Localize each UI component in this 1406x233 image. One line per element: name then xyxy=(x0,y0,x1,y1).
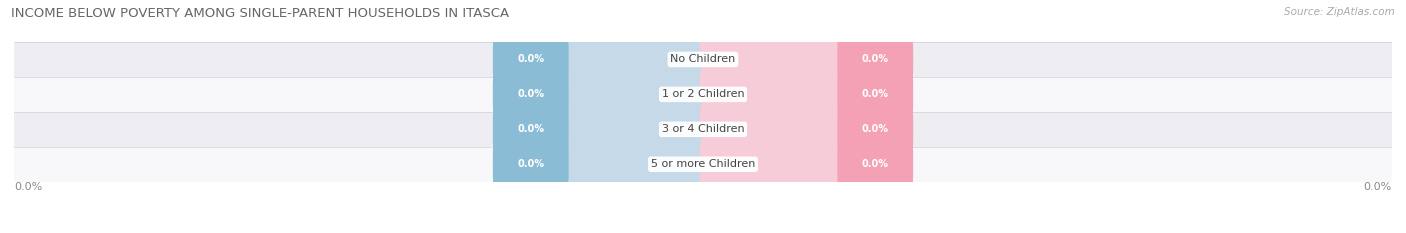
FancyBboxPatch shape xyxy=(700,103,912,156)
FancyBboxPatch shape xyxy=(494,138,706,191)
Text: 0.0%: 0.0% xyxy=(517,124,544,134)
FancyBboxPatch shape xyxy=(838,103,912,156)
Text: 3 or 4 Children: 3 or 4 Children xyxy=(662,124,744,134)
Text: 0.0%: 0.0% xyxy=(517,55,544,64)
FancyBboxPatch shape xyxy=(494,138,568,191)
FancyBboxPatch shape xyxy=(838,33,912,86)
FancyBboxPatch shape xyxy=(494,103,568,156)
Text: 0.0%: 0.0% xyxy=(862,55,889,64)
Text: 0.0%: 0.0% xyxy=(517,89,544,99)
FancyBboxPatch shape xyxy=(494,103,706,156)
Text: 0.0%: 0.0% xyxy=(862,124,889,134)
Text: 0.0%: 0.0% xyxy=(862,89,889,99)
Text: 0.0%: 0.0% xyxy=(1364,182,1392,192)
FancyBboxPatch shape xyxy=(700,33,912,86)
FancyBboxPatch shape xyxy=(838,68,912,121)
Bar xyxy=(14,147,1392,182)
FancyBboxPatch shape xyxy=(838,138,912,191)
FancyBboxPatch shape xyxy=(494,33,568,86)
FancyBboxPatch shape xyxy=(700,138,912,191)
Bar xyxy=(14,112,1392,147)
Text: Source: ZipAtlas.com: Source: ZipAtlas.com xyxy=(1284,7,1395,17)
Text: 5 or more Children: 5 or more Children xyxy=(651,159,755,169)
FancyBboxPatch shape xyxy=(494,33,706,86)
Bar xyxy=(14,42,1392,77)
Text: 0.0%: 0.0% xyxy=(517,159,544,169)
FancyBboxPatch shape xyxy=(494,68,568,121)
FancyBboxPatch shape xyxy=(700,68,912,121)
Text: 1 or 2 Children: 1 or 2 Children xyxy=(662,89,744,99)
Bar xyxy=(14,77,1392,112)
Text: No Children: No Children xyxy=(671,55,735,64)
FancyBboxPatch shape xyxy=(494,68,706,121)
Text: 0.0%: 0.0% xyxy=(862,159,889,169)
Text: 0.0%: 0.0% xyxy=(14,182,42,192)
Text: INCOME BELOW POVERTY AMONG SINGLE-PARENT HOUSEHOLDS IN ITASCA: INCOME BELOW POVERTY AMONG SINGLE-PARENT… xyxy=(11,7,509,20)
